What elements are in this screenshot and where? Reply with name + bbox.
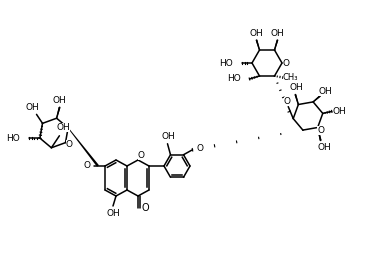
Polygon shape (294, 94, 299, 105)
Text: OH: OH (271, 28, 284, 37)
Text: OH: OH (333, 107, 347, 116)
Text: OH: OH (318, 143, 332, 152)
Text: CH₃: CH₃ (283, 73, 298, 82)
Text: O: O (66, 140, 73, 149)
Text: OH: OH (106, 209, 120, 218)
Text: HO: HO (219, 58, 233, 67)
Polygon shape (68, 127, 99, 167)
Text: OH: OH (250, 28, 263, 37)
Text: OH: OH (56, 123, 70, 132)
Text: O: O (83, 161, 90, 170)
Polygon shape (313, 95, 321, 102)
Text: OH: OH (290, 83, 303, 92)
Text: HO: HO (227, 75, 241, 84)
Text: O: O (282, 58, 290, 67)
Text: O: O (284, 97, 291, 106)
Text: O: O (196, 144, 204, 153)
Polygon shape (56, 107, 61, 118)
Text: OH: OH (161, 132, 175, 141)
Text: OH: OH (26, 103, 39, 112)
Polygon shape (274, 40, 278, 50)
Polygon shape (317, 127, 322, 141)
Text: OH: OH (318, 87, 332, 96)
Text: O: O (138, 150, 144, 159)
Text: OH: OH (53, 96, 66, 105)
Text: O: O (317, 126, 324, 135)
Polygon shape (256, 40, 260, 50)
Text: HO: HO (6, 133, 20, 143)
Text: O: O (141, 203, 149, 213)
